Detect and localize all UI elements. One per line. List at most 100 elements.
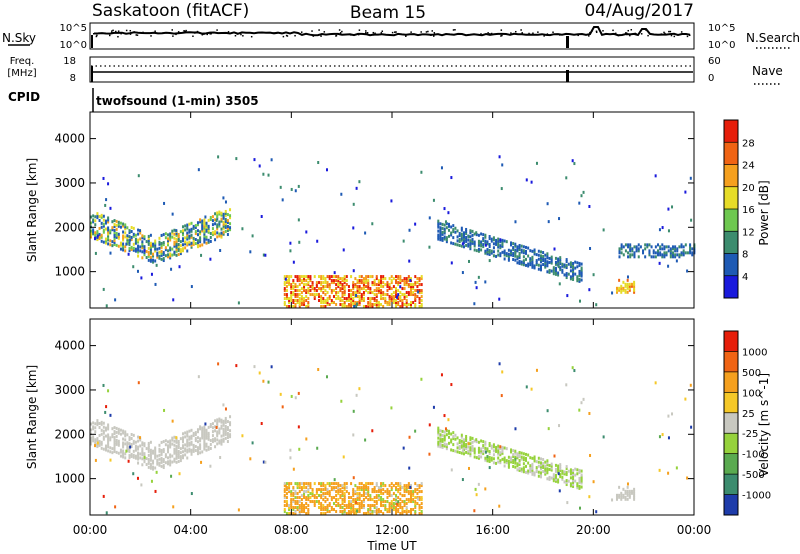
- power-cell: [298, 293, 301, 297]
- velocity-cell: [141, 457, 144, 461]
- noise-sky-dot: [142, 31, 144, 34]
- velocity-cell: [330, 482, 333, 486]
- velocity-cell: [109, 436, 112, 440]
- power-cell: [222, 220, 225, 224]
- velocity-cell: [356, 502, 359, 506]
- power-cell: [514, 252, 517, 256]
- power-cell: [628, 282, 631, 286]
- power-cell: [218, 234, 221, 238]
- velocity-cell: [371, 504, 374, 508]
- velocity-cell: [362, 504, 365, 508]
- velocity-cell: [439, 437, 442, 441]
- power-cell: [352, 303, 355, 307]
- power-cell: [218, 224, 221, 228]
- velocity-cell: [341, 512, 344, 515]
- velocity-cell: [369, 504, 372, 508]
- velocity-cell: [90, 428, 92, 432]
- velocity-cell: [179, 437, 182, 441]
- velocity-cell: [495, 447, 498, 451]
- velocity-cell: [460, 445, 463, 449]
- power-cell: [544, 261, 547, 265]
- velocity-cell: [401, 494, 404, 498]
- power-cell: [258, 164, 261, 168]
- noise-sky-dot: [595, 30, 598, 33]
- power-cell: [173, 242, 176, 246]
- power-cell: [188, 236, 191, 240]
- colorbar-tick-label: 100: [742, 388, 761, 399]
- velocity-cell: [339, 490, 342, 494]
- velocity-cell: [237, 508, 240, 512]
- power-cell: [300, 291, 303, 295]
- power-cell: [328, 303, 331, 307]
- velocity-cell: [222, 427, 225, 431]
- power-cell: [307, 283, 310, 287]
- velocity-cell: [362, 492, 365, 496]
- velocity-cell: [488, 457, 491, 461]
- power-cell: [516, 257, 519, 261]
- station-title: Saskatoon (fitACF): [92, 1, 249, 21]
- power-cell: [320, 281, 323, 285]
- colorbar-tick-label: 28: [742, 138, 755, 149]
- power-cell: [152, 260, 155, 264]
- velocity-cell: [675, 466, 678, 470]
- velocity-cell: [294, 500, 297, 504]
- velocity-cell: [160, 464, 163, 468]
- noise-sky-dot: [631, 33, 633, 36]
- power-cell: [552, 268, 555, 272]
- power-cell: [203, 220, 206, 224]
- velocity-cell: [414, 490, 417, 494]
- power-cell: [537, 257, 540, 261]
- power-cell: [90, 221, 92, 225]
- power-cell: [283, 289, 286, 293]
- velocity-cell: [550, 466, 553, 470]
- velocity-cell: [371, 510, 374, 514]
- velocity-cell: [574, 473, 577, 477]
- velocity-cell: [324, 484, 327, 488]
- power-cell: [384, 283, 387, 287]
- power-cell: [580, 262, 583, 266]
- velocity-cell: [484, 487, 487, 491]
- power-cell: [565, 258, 568, 262]
- power-cell: [461, 271, 464, 275]
- power-cell: [194, 226, 197, 230]
- power-cell: [405, 279, 408, 283]
- velocity-cell: [320, 490, 323, 494]
- power-cell: [362, 277, 365, 281]
- velocity-cell: [285, 502, 288, 506]
- power-cell: [492, 236, 495, 240]
- power-cell: [307, 303, 310, 307]
- velocity-cell: [563, 480, 566, 484]
- power-cell: [416, 285, 419, 289]
- velocity-cell: [375, 490, 378, 494]
- power-colorbar-label: Power [dB]: [757, 180, 771, 245]
- velocity-cell: [188, 449, 191, 453]
- power-cell: [416, 277, 419, 281]
- velocity-cell: [356, 494, 359, 498]
- velocity-cell: [288, 506, 291, 510]
- power-cell: [341, 279, 344, 283]
- power-cell: [313, 289, 316, 293]
- power-cell: [156, 251, 159, 255]
- power-cell: [177, 233, 180, 237]
- velocity-cell: [143, 442, 146, 446]
- power-cell: [104, 221, 107, 225]
- power-cell: [665, 251, 668, 255]
- velocity-cell: [203, 429, 206, 433]
- velocity-cell: [503, 464, 506, 468]
- velocity-cell: [163, 408, 166, 412]
- power-cell: [535, 161, 538, 165]
- power-cell: [173, 250, 176, 254]
- power-cell: [657, 243, 660, 247]
- power-cell: [520, 260, 523, 264]
- velocity-cell: [113, 448, 116, 452]
- velocity-cell: [462, 438, 465, 442]
- velocity-cell: [499, 461, 502, 465]
- power-cell: [480, 232, 483, 236]
- velocity-cell: [343, 500, 346, 504]
- ytick-label: 2000: [54, 427, 85, 441]
- velocity-cell: [226, 436, 229, 440]
- power-cell: [352, 301, 355, 305]
- power-cell: [104, 203, 107, 207]
- velocity-cell: [565, 483, 568, 487]
- power-cell: [365, 281, 368, 285]
